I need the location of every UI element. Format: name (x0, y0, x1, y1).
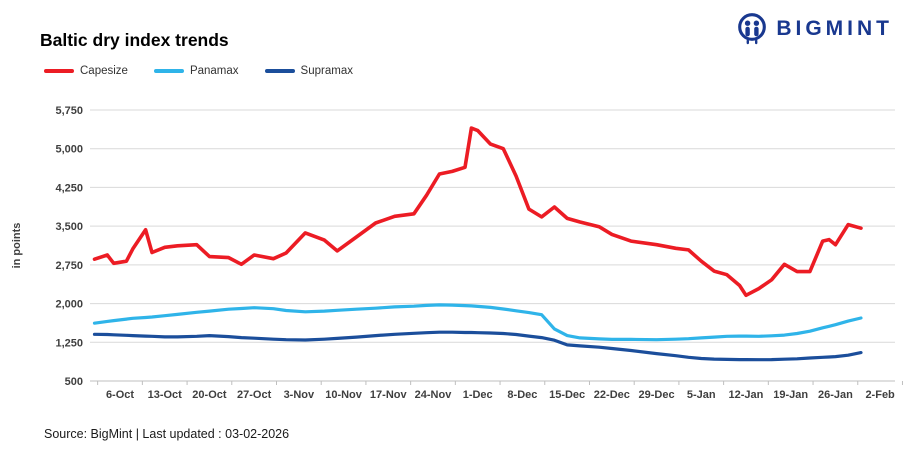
legend-item-supramax: Supramax (264, 65, 353, 77)
svg-text:5-Jan: 5-Jan (687, 389, 716, 401)
svg-text:27-Oct: 27-Oct (237, 389, 272, 401)
source-attribution: Source: BigMint | Last updated : 03-02-2… (44, 427, 290, 441)
svg-text:29-Dec: 29-Dec (639, 389, 675, 401)
legend-item-panamax: Panamax (153, 65, 239, 77)
svg-text:2,750: 2,750 (55, 260, 83, 272)
svg-text:2,000: 2,000 (55, 299, 83, 311)
svg-text:13-Oct: 13-Oct (148, 389, 183, 401)
svg-text:in points: in points (11, 223, 23, 269)
bigmint-logo-icon (738, 13, 767, 45)
svg-text:22-Dec: 22-Dec (594, 389, 630, 401)
svg-text:10-Nov: 10-Nov (325, 389, 363, 401)
series-line-supramax (92, 330, 863, 362)
chart-legend: Capesize Panamax Supramax (44, 65, 353, 77)
legend-item-capesize: Capesize (44, 65, 128, 77)
svg-text:6-Oct: 6-Oct (106, 389, 134, 401)
chart-title: Baltic dry index trends (40, 30, 229, 50)
svg-text:8-Dec: 8-Dec (507, 389, 537, 401)
svg-text:15-Dec: 15-Dec (549, 389, 585, 401)
svg-text:5,000: 5,000 (55, 144, 83, 156)
series-line-capesize (92, 126, 863, 298)
supramax-line-swatch (264, 69, 295, 73)
svg-text:1,250: 1,250 (55, 337, 83, 349)
series-line-panamax (92, 303, 863, 342)
line-chart-plot-area: 500 1,250 2,000 2,750 3,500 4,250 5,000 5,750 6-… (11, 105, 903, 401)
svg-text:17-Nov: 17-Nov (370, 389, 408, 401)
legend-label: Panamax (189, 65, 239, 77)
svg-text:500: 500 (65, 376, 83, 388)
legend-label: Capesize (80, 65, 128, 77)
svg-text:12-Jan: 12-Jan (729, 389, 764, 401)
svg-text:4,250: 4,250 (55, 182, 83, 194)
svg-text:3,500: 3,500 (55, 221, 83, 233)
svg-text:1-Dec: 1-Dec (463, 389, 493, 401)
svg-text:24-Nov: 24-Nov (415, 389, 453, 401)
brand-name: BIGMINT (776, 17, 893, 40)
svg-text:19-Jan: 19-Jan (773, 389, 808, 401)
panamax-line-swatch (153, 69, 184, 73)
svg-text:2-Feb: 2-Feb (865, 389, 895, 401)
svg-text:20-Oct: 20-Oct (192, 389, 227, 401)
svg-text:5,750: 5,750 (55, 105, 83, 117)
capesize-line-swatch (44, 69, 74, 73)
svg-text:26-Jan: 26-Jan (818, 389, 853, 401)
legend-label: Supramax (300, 65, 353, 77)
brand-logo: BIGMINT (736, 12, 893, 46)
svg-text:3-Nov: 3-Nov (284, 389, 315, 401)
